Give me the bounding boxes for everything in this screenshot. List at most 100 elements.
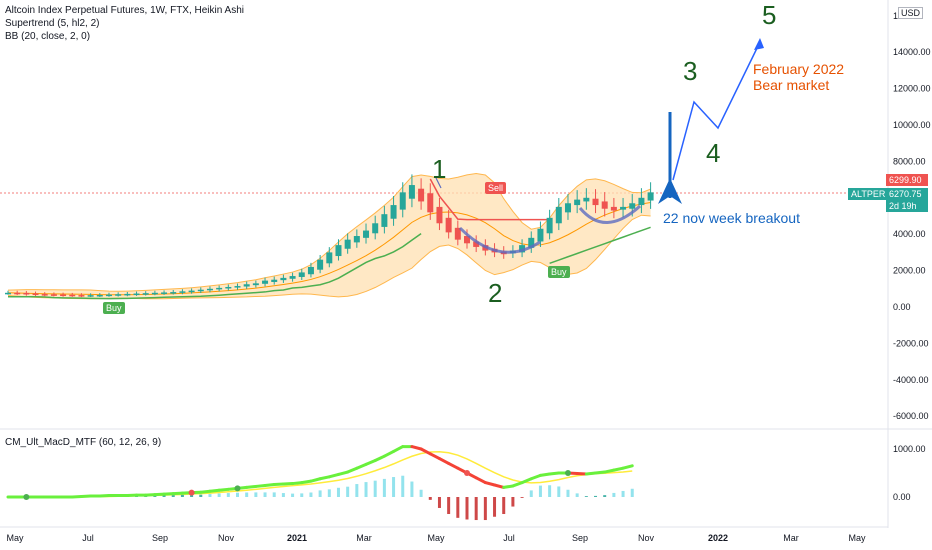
cup-curve: [458, 226, 541, 254]
price-tick-label: 12000.00: [893, 84, 931, 94]
candle-body: [234, 286, 241, 288]
sell-signal: Sell: [485, 182, 507, 194]
time-tick-label: 2021: [287, 533, 307, 543]
candle-body: [115, 294, 122, 296]
macd-line-segment: [483, 481, 497, 487]
macd-histogram-bar: [208, 494, 212, 497]
macd-histogram-bar: [575, 493, 579, 497]
candle-body: [390, 205, 397, 219]
cup-curve-right: [578, 204, 642, 224]
macd-line-segment: [373, 454, 386, 463]
macd-histogram-bar: [263, 492, 267, 497]
macd-histogram-bar: [226, 493, 230, 497]
candle-body: [78, 295, 85, 297]
candle-body: [574, 199, 581, 206]
macd-indicator: [6, 445, 634, 521]
candle-body: [5, 292, 11, 295]
supertrend-up: [8, 233, 422, 300]
macd-tick-label: 0.00: [893, 492, 911, 502]
candle-body: [326, 252, 333, 264]
macd-line-segment: [263, 483, 276, 487]
macd-histogram-bar: [291, 493, 295, 497]
chart-title[interactable]: Altcoin Index Perpetual Futures, 1W, FTX…: [5, 5, 244, 16]
candle-body: [170, 292, 177, 294]
macd-cross-dot: [564, 470, 571, 476]
candles: [5, 174, 654, 298]
candle-body: [528, 237, 535, 248]
macd-cross-dot: [464, 470, 470, 476]
macd-legend[interactable]: CM_Ult_MacD_MTF (60, 12, 26, 9): [5, 437, 162, 448]
macd-line-segment: [291, 481, 304, 486]
macd-line-segment: [318, 475, 331, 481]
price-tick-label: 10000.00: [893, 120, 931, 130]
candle-body: [133, 293, 140, 296]
supertrend-down: [429, 178, 550, 221]
price-tick-label: 4000.00: [893, 229, 926, 239]
candle-body: [179, 291, 186, 293]
candle-body: [546, 217, 553, 234]
candle-body: [216, 287, 223, 290]
macd-cross-dot: [188, 489, 195, 496]
time-tick-label: Nov: [218, 533, 235, 543]
time-axis[interactable]: May Jul Sep Nov 2021 Mar May Jul Sep Nov 2022 Mar Ma…: [6, 533, 866, 543]
supertrend-up-2: [549, 226, 651, 265]
currency-button[interactable]: USD: [898, 7, 924, 19]
macd-histogram-bar: [410, 481, 414, 497]
macd-histogram-bar: [529, 490, 533, 497]
supertrend-legend[interactable]: Supertrend (5, hl2, 2): [5, 18, 100, 29]
macd-histogram-bar: [153, 495, 157, 497]
macd-histogram-bar: [538, 485, 542, 497]
breakout-arrow-head: [658, 178, 682, 204]
macd-line-segment: [621, 464, 634, 470]
macd-histogram-bar: [236, 492, 239, 497]
macd-histogram-bar: [437, 497, 441, 508]
macd-line-segment: [447, 461, 460, 470]
symbol-price-badge: 6270.75: [886, 188, 928, 200]
price-axis[interactable]: 1614000.0012000.0010000.008000.006000.00…: [893, 11, 931, 502]
macd-cross-dot: [23, 494, 30, 500]
macd-signal: [8, 450, 633, 498]
macd-line-segment: [217, 487, 230, 492]
candle-body: [335, 245, 342, 257]
wave-label-2: 2: [488, 278, 502, 308]
supertrend-line: [8, 178, 651, 300]
candle-body: [372, 223, 379, 234]
macd-histogram-bar: [483, 497, 487, 521]
candle-body: [298, 272, 305, 277]
candle-body: [142, 293, 149, 295]
bollinger-bands: [7, 173, 651, 300]
macd-histogram-bar: [456, 497, 460, 518]
macd-line-segment: [603, 468, 616, 474]
wave-label-4: 4: [706, 138, 720, 168]
candle-body: [473, 241, 480, 247]
macd-histogram-bar: [594, 495, 598, 497]
projection-path: [672, 41, 761, 181]
macd-histogram-bar: [254, 492, 258, 497]
candle-body: [60, 294, 67, 297]
macd-line-segment: [612, 466, 625, 472]
macd-histogram-bar: [612, 492, 616, 497]
candle-body: [317, 259, 324, 270]
macd-histogram-bar: [327, 489, 331, 497]
macd-histogram-bar: [373, 480, 377, 497]
candle-body: [353, 236, 360, 243]
macd-histogram-bar: [346, 486, 350, 497]
price-tick-label: -2000.00: [893, 338, 929, 348]
price-tick-label: 0.00: [893, 302, 911, 312]
candle-body: [243, 284, 250, 287]
candle-body: [124, 293, 131, 296]
macd-line-segment: [208, 488, 221, 493]
macd-histogram-bar: [392, 477, 396, 497]
candle-body: [564, 203, 571, 213]
time-tick-label: 2022: [708, 533, 728, 543]
candle-body: [87, 295, 94, 297]
buy-signal-2: Buy: [548, 266, 570, 278]
candle-body: [32, 293, 39, 296]
time-tick-label: Jul: [503, 533, 515, 543]
bb-legend[interactable]: BB (20, close, 2, 0): [5, 31, 91, 42]
macd-histogram-bar: [309, 492, 313, 497]
candle-body: [105, 294, 112, 297]
macd-histogram-bar: [318, 490, 322, 497]
macd-histogram-bar: [355, 484, 359, 497]
candle-body: [271, 279, 278, 282]
